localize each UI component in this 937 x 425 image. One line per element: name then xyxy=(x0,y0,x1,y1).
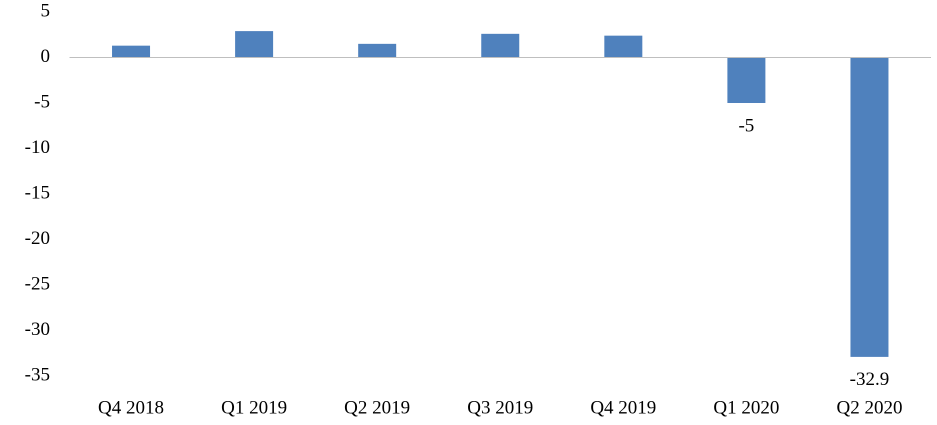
x-tick-label: Q1 2019 xyxy=(221,397,287,418)
x-tick-label: Q4 2018 xyxy=(98,397,164,418)
y-tick-label: 5 xyxy=(41,0,51,21)
x-tick-label: Q3 2019 xyxy=(467,397,533,418)
x-tick-label: Q4 2019 xyxy=(590,397,656,418)
x-tick-label: Q1 2020 xyxy=(713,397,779,418)
bar xyxy=(850,57,889,357)
y-tick-label: 0 xyxy=(41,46,51,67)
data-label: -32.9 xyxy=(850,369,890,390)
y-tick-label: -30 xyxy=(25,319,50,340)
bar xyxy=(481,33,520,58)
y-tick-label: -10 xyxy=(25,137,50,158)
y-tick-label: -20 xyxy=(25,228,50,249)
bar xyxy=(358,43,397,58)
bar xyxy=(235,31,274,58)
x-tick-label: Q2 2019 xyxy=(344,397,410,418)
y-tick-label: -15 xyxy=(25,182,50,203)
x-tick-label: Q2 2020 xyxy=(836,397,902,418)
y-tick-label: -5 xyxy=(34,91,50,112)
y-tick-label: -35 xyxy=(25,364,50,385)
bar xyxy=(727,57,766,103)
bar xyxy=(112,45,151,58)
data-label: -5 xyxy=(738,115,754,136)
y-tick-label: -25 xyxy=(25,273,50,294)
bar xyxy=(604,35,643,58)
